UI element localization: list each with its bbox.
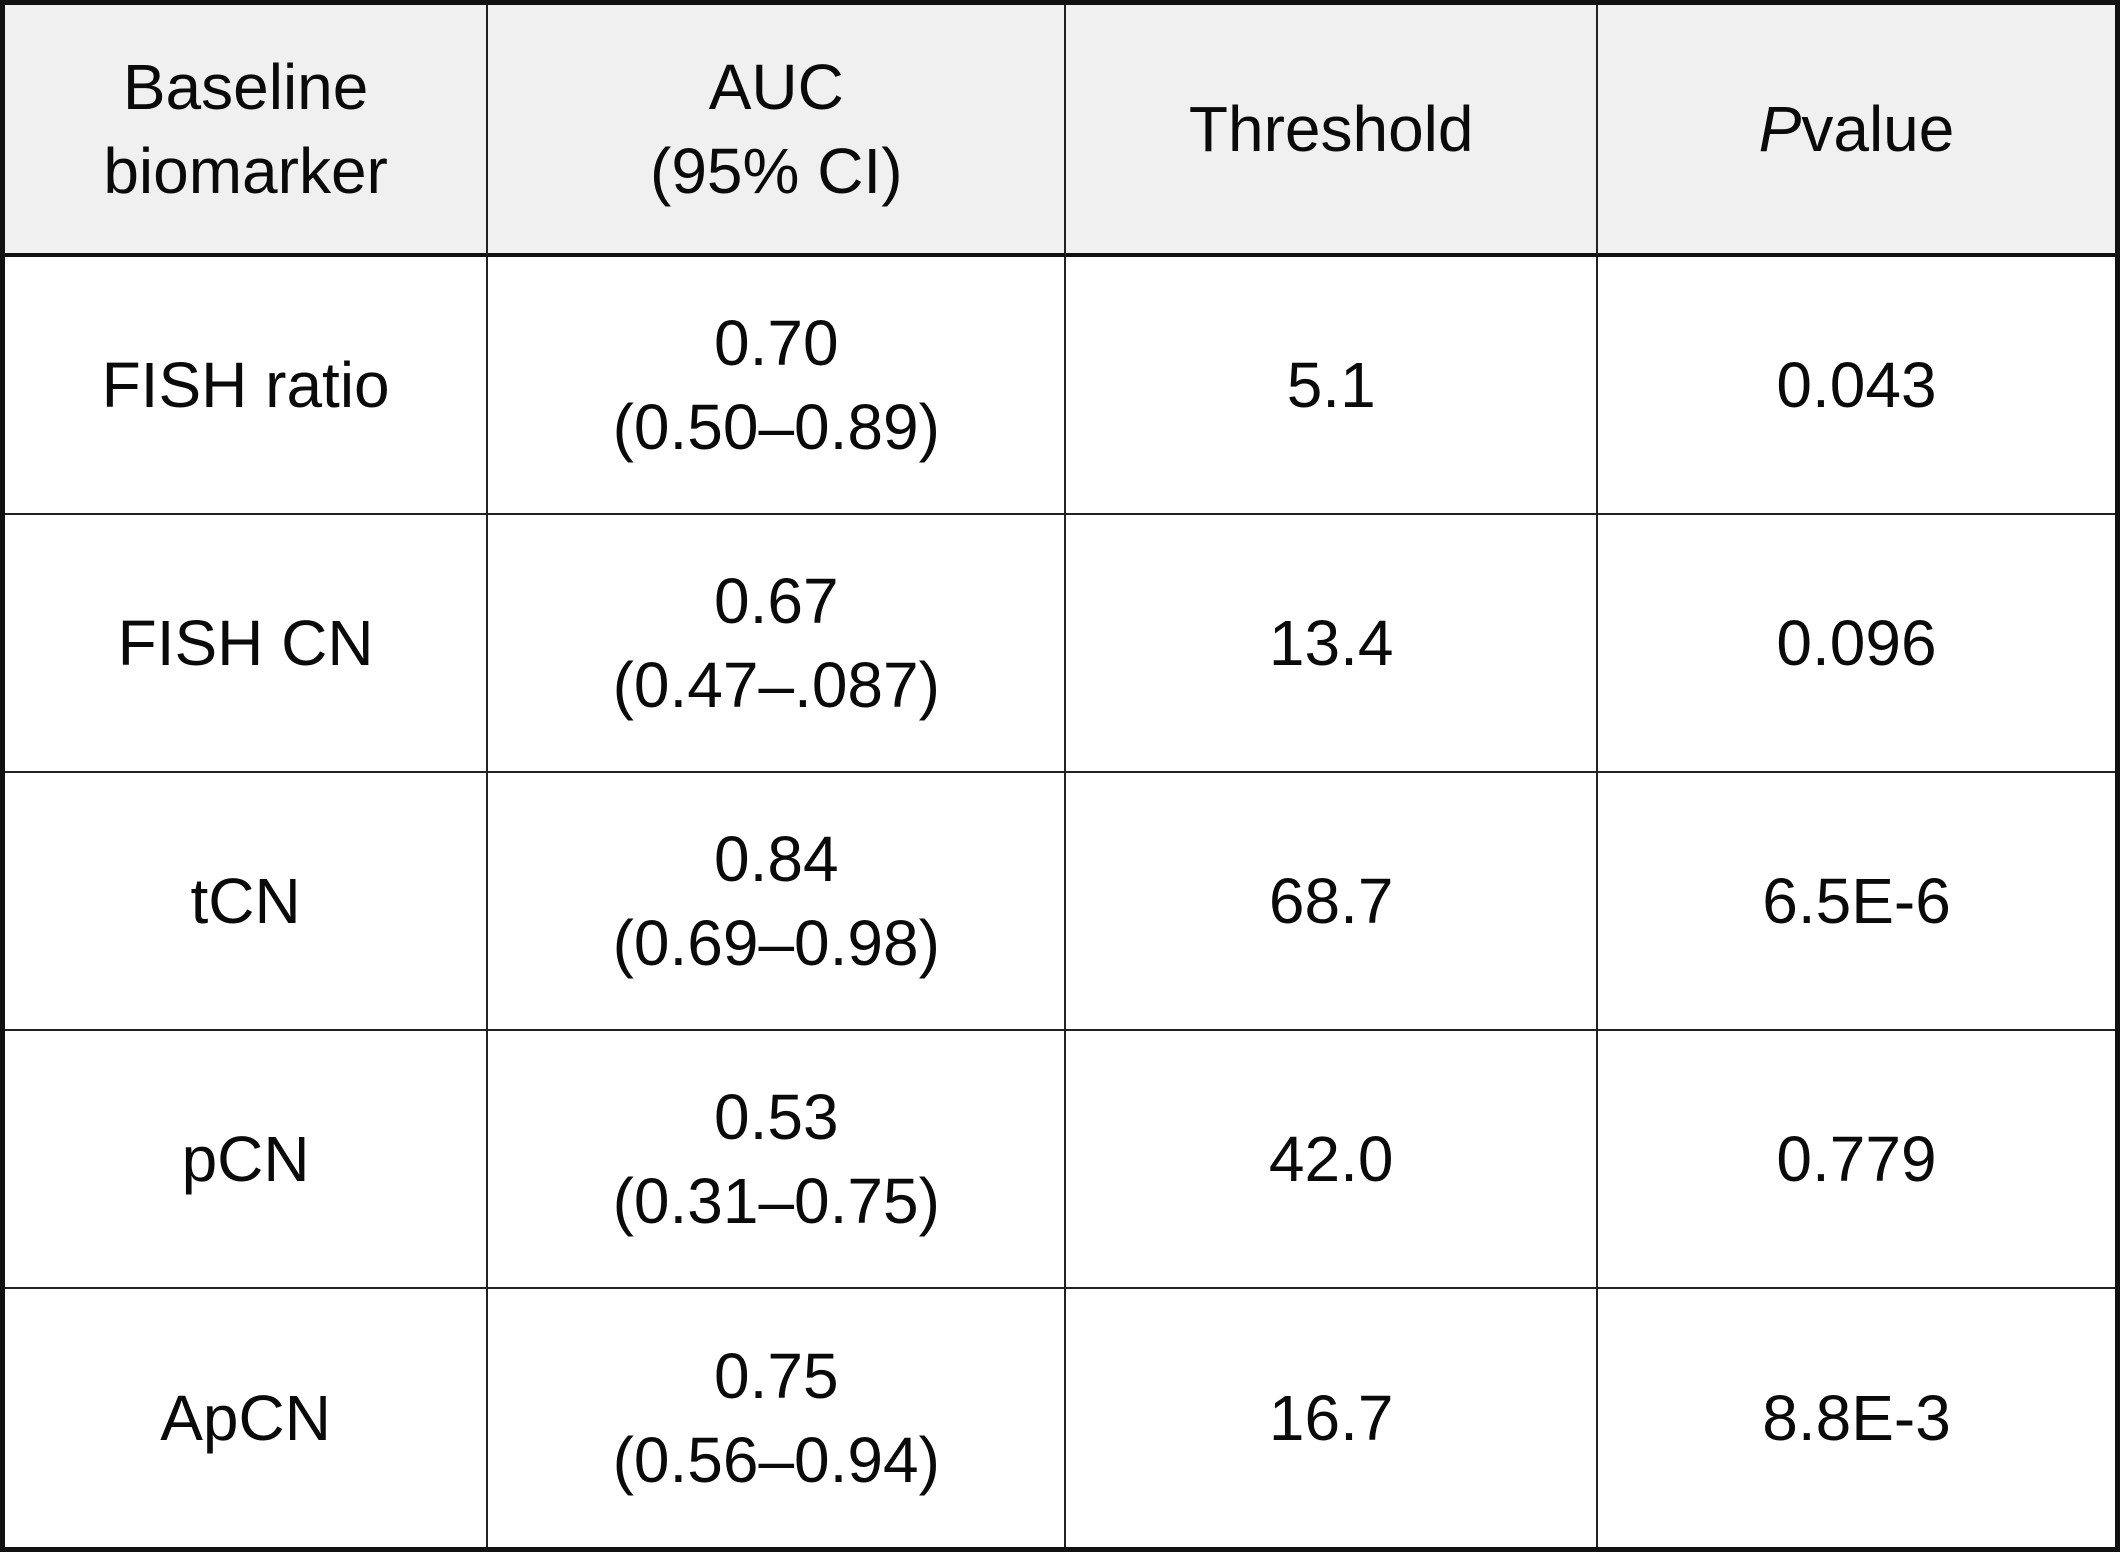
cell-auc-tcn: 0.84 (0.69–0.98) [488, 773, 1067, 1031]
p-symbol: P [1758, 92, 1802, 165]
p-value-label-rest: value [1801, 92, 1955, 165]
cell-pvalue-pcn: 0.779 [1598, 1031, 2115, 1289]
cell-threshold-fish-ratio: 5.1 [1066, 257, 1599, 515]
cell-threshold-pcn: 42.0 [1066, 1031, 1599, 1289]
cell-auc-fish-cn: 0.67 (0.47–.087) [488, 515, 1067, 773]
column-header-threshold: Threshold [1066, 5, 1599, 257]
cell-threshold-tcn: 68.7 [1066, 773, 1599, 1031]
cell-biomarker-apcn: ApCN [5, 1289, 489, 1547]
cell-auc-apcn: 0.75 (0.56–0.94) [488, 1289, 1067, 1547]
cell-biomarker-fish-ratio: FISH ratio [5, 257, 489, 515]
cell-auc-fish-ratio: 0.70 (0.50–0.89) [488, 257, 1067, 515]
column-header-p-value: P value [1598, 5, 2115, 257]
cell-threshold-apcn: 16.7 [1066, 1289, 1599, 1547]
cell-pvalue-fish-ratio: 0.043 [1598, 257, 2115, 515]
cell-pvalue-tcn: 6.5E-6 [1598, 773, 2115, 1031]
cell-auc-pcn: 0.53 (0.31–0.75) [488, 1031, 1067, 1289]
column-header-baseline-biomarker: Baseline biomarker [5, 5, 489, 257]
cell-biomarker-pcn: pCN [5, 1031, 489, 1289]
column-header-auc-95ci: AUC (95% CI) [488, 5, 1067, 257]
cell-threshold-fish-cn: 13.4 [1066, 515, 1599, 773]
cell-biomarker-fish-cn: FISH CN [5, 515, 489, 773]
cell-pvalue-apcn: 8.8E-3 [1762, 1381, 1951, 1454]
cell-biomarker-tcn: tCN [5, 773, 489, 1031]
cell-pvalue-fish-cn: 0.096 [1598, 515, 2115, 773]
